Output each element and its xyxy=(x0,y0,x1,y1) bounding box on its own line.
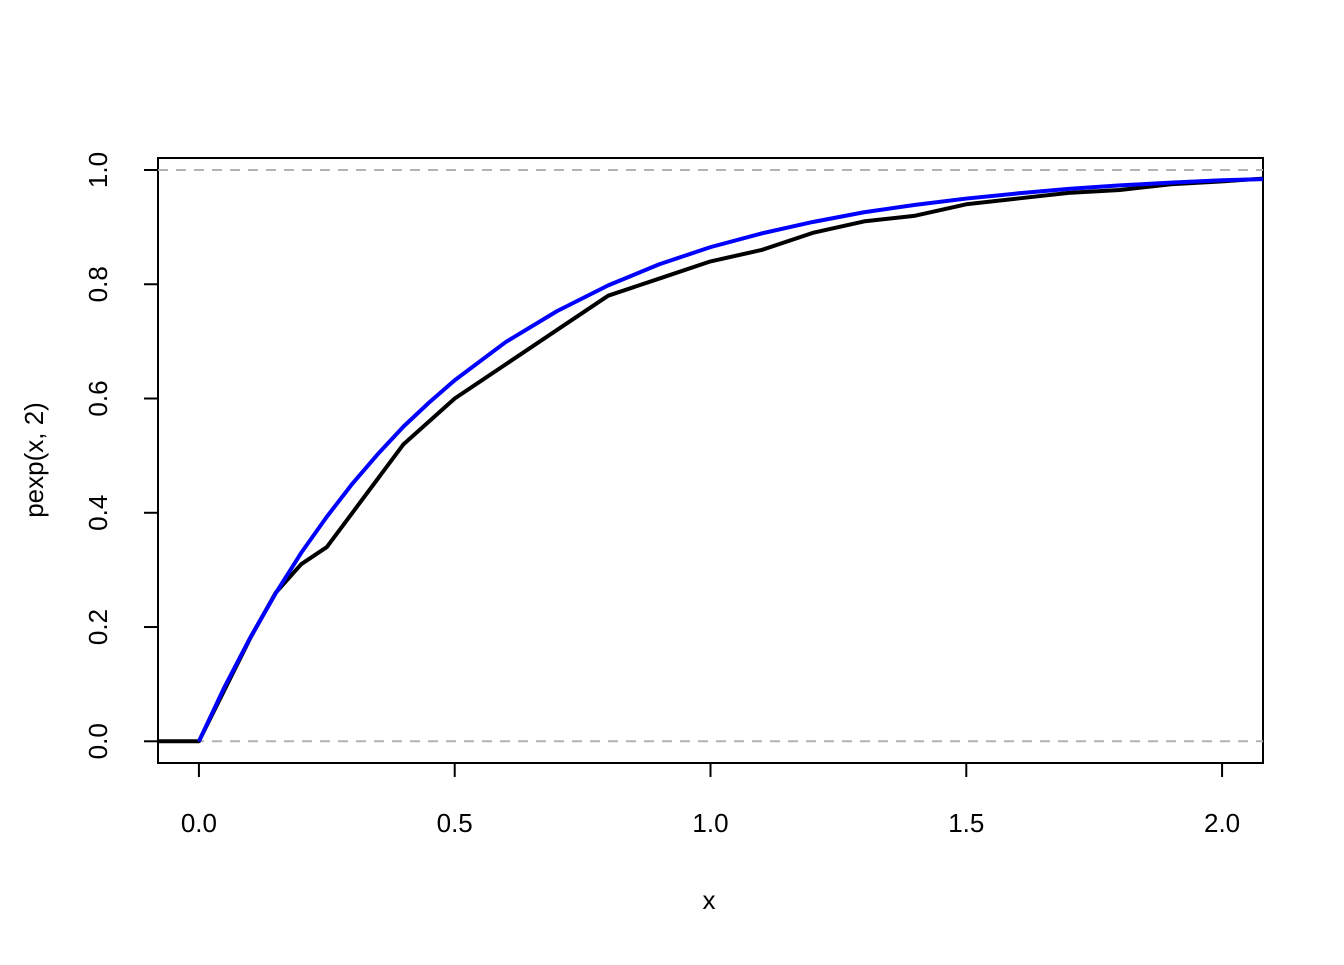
x-tick-label: 1.5 xyxy=(948,808,984,838)
x-tick-label: 2.0 xyxy=(1204,808,1240,838)
y-tick-label: 0.4 xyxy=(83,495,113,531)
y-tick-label: 0.6 xyxy=(83,380,113,416)
y-tick-label: 1.0 xyxy=(83,152,113,188)
y-axis-label: pexp(x, 2) xyxy=(19,402,49,518)
x-tick-label: 0.0 xyxy=(181,808,217,838)
x-tick-label: 0.5 xyxy=(437,808,473,838)
series-line xyxy=(197,177,1264,743)
x-axis-label: x xyxy=(703,885,716,915)
y-tick-label: 0.2 xyxy=(83,609,113,645)
y-tick-label: 0.8 xyxy=(83,266,113,302)
y-tick-label: 0.0 xyxy=(83,723,113,759)
x-tick-label: 1.0 xyxy=(692,808,728,838)
series-line xyxy=(158,176,1264,744)
